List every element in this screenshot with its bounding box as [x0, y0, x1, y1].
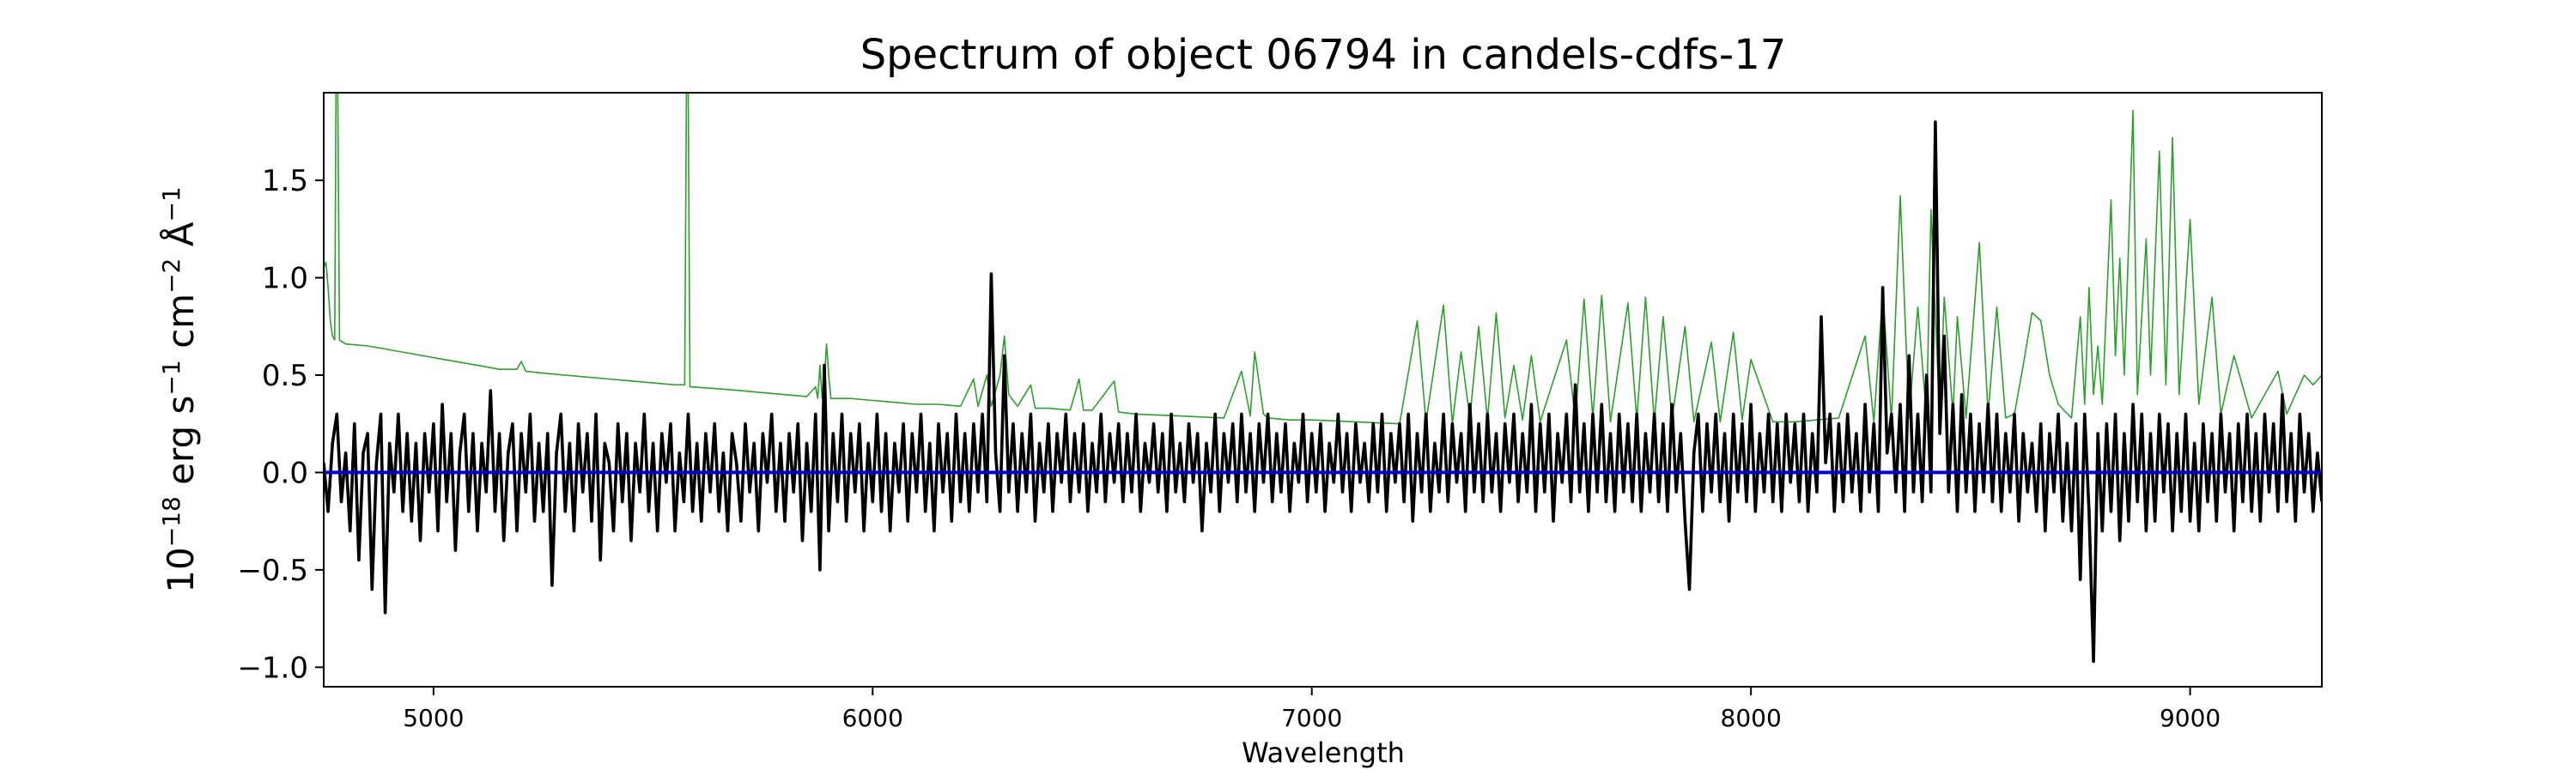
y-tick-label-5: 1.5 — [262, 164, 308, 198]
x-tick-label-3: 8000 — [1721, 704, 1782, 732]
y-label-exp-4: −1 — [157, 186, 185, 221]
y-label-base: 10 — [160, 547, 202, 592]
x-tick-label-0: 5000 — [403, 704, 464, 732]
y-tick-label-4: 1.0 — [262, 262, 308, 296]
y-label-part-2: cm — [160, 294, 202, 360]
x-axis: 5000 6000 7000 8000 9000 — [403, 687, 2221, 732]
y-tick-label-2: 0.0 — [262, 456, 308, 490]
x-axis-label: Wavelength — [1242, 737, 1405, 769]
y-tick-label-0: −1.0 — [237, 651, 308, 685]
y-tick-label-3: 0.5 — [262, 359, 308, 393]
plot-area — [323, 92, 2323, 688]
x-tick-label-2: 7000 — [1281, 704, 1342, 732]
plot-frame — [323, 92, 2323, 688]
y-label-exp-1: −18 — [157, 496, 185, 547]
x-tick-label-1: 6000 — [842, 704, 903, 732]
y-label-exp-2: −1 — [157, 360, 185, 395]
y-label-part-1: erg s — [160, 396, 202, 497]
chart-title: Spectrum of object 06794 in candels-cdfs… — [860, 31, 1787, 79]
y-label-exp-3: −2 — [157, 258, 185, 294]
y-label-part-3: Å — [159, 221, 202, 258]
x-tick-label-4: 9000 — [2160, 704, 2221, 732]
y-axis: −1.0 −0.5 0.0 0.5 1.0 1.5 — [237, 164, 324, 685]
y-axis-label: 10−18 erg s−1 cm−2 Å−1 — [157, 186, 203, 592]
series-observed — [324, 120, 2322, 664]
series-model — [324, 93, 2322, 425]
y-tick-label-1: −0.5 — [237, 554, 308, 588]
